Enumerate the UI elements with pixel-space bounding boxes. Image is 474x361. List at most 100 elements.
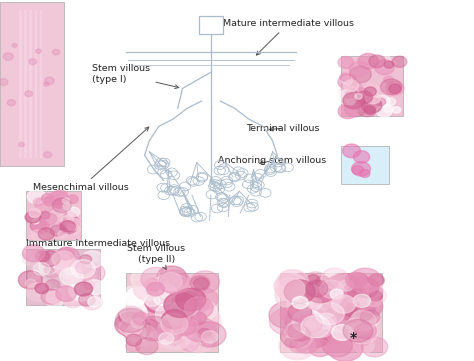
Circle shape	[321, 268, 348, 289]
Circle shape	[128, 322, 150, 338]
Circle shape	[344, 80, 359, 91]
Bar	[26, 249, 100, 305]
Circle shape	[163, 326, 182, 341]
Circle shape	[71, 260, 95, 278]
Circle shape	[179, 301, 198, 316]
Circle shape	[202, 336, 216, 347]
Circle shape	[47, 288, 66, 303]
Circle shape	[337, 316, 357, 331]
Circle shape	[349, 286, 382, 310]
Circle shape	[355, 323, 376, 339]
Circle shape	[301, 316, 330, 338]
Circle shape	[198, 329, 211, 339]
Circle shape	[332, 295, 356, 313]
Circle shape	[355, 93, 362, 99]
Circle shape	[64, 212, 76, 222]
Circle shape	[294, 273, 307, 283]
Circle shape	[141, 267, 171, 290]
Circle shape	[360, 169, 370, 177]
Circle shape	[291, 282, 320, 305]
Circle shape	[18, 271, 42, 289]
Circle shape	[281, 325, 310, 348]
Circle shape	[303, 272, 328, 290]
Circle shape	[343, 81, 362, 96]
Circle shape	[346, 90, 359, 100]
Circle shape	[177, 298, 209, 322]
Circle shape	[44, 266, 54, 274]
Circle shape	[299, 314, 322, 333]
Circle shape	[29, 59, 36, 65]
Bar	[29, 10, 32, 158]
Circle shape	[31, 230, 46, 241]
Circle shape	[180, 284, 191, 293]
Circle shape	[386, 98, 396, 105]
Circle shape	[161, 314, 188, 334]
Circle shape	[150, 327, 177, 348]
Circle shape	[181, 338, 199, 352]
Bar	[280, 273, 382, 352]
Circle shape	[345, 287, 367, 303]
Circle shape	[33, 262, 50, 275]
Circle shape	[376, 98, 386, 106]
Circle shape	[159, 270, 190, 294]
Circle shape	[171, 291, 202, 315]
Circle shape	[46, 291, 63, 304]
Circle shape	[62, 217, 81, 231]
Circle shape	[22, 251, 41, 265]
Circle shape	[346, 293, 382, 320]
Circle shape	[32, 219, 39, 224]
Circle shape	[88, 297, 101, 307]
Circle shape	[141, 319, 157, 331]
Circle shape	[65, 268, 74, 275]
Circle shape	[56, 286, 76, 301]
Circle shape	[32, 279, 51, 293]
Circle shape	[182, 301, 201, 315]
Circle shape	[280, 307, 299, 322]
Circle shape	[277, 270, 308, 293]
Circle shape	[298, 283, 311, 293]
Circle shape	[330, 289, 343, 299]
Circle shape	[285, 339, 297, 348]
Circle shape	[382, 82, 400, 96]
Circle shape	[191, 271, 219, 293]
Circle shape	[365, 84, 379, 94]
Circle shape	[45, 77, 55, 84]
Circle shape	[356, 91, 373, 103]
Circle shape	[201, 331, 218, 343]
Circle shape	[66, 213, 73, 219]
Circle shape	[115, 308, 147, 332]
Circle shape	[118, 306, 144, 326]
Circle shape	[177, 334, 201, 352]
Circle shape	[306, 280, 328, 297]
Circle shape	[26, 279, 36, 287]
Circle shape	[307, 298, 322, 309]
Circle shape	[186, 332, 201, 344]
Circle shape	[121, 311, 144, 328]
Circle shape	[159, 285, 177, 299]
Bar	[341, 146, 389, 184]
Circle shape	[343, 144, 361, 158]
Circle shape	[184, 317, 216, 342]
Circle shape	[56, 247, 79, 265]
Circle shape	[42, 194, 54, 203]
Circle shape	[128, 324, 151, 342]
Circle shape	[327, 275, 352, 293]
Circle shape	[346, 272, 366, 288]
Circle shape	[80, 255, 91, 264]
Circle shape	[56, 258, 82, 278]
Circle shape	[44, 152, 52, 158]
Circle shape	[349, 268, 382, 293]
Bar	[28, 251, 97, 303]
Circle shape	[340, 73, 350, 81]
Circle shape	[350, 66, 371, 83]
Circle shape	[3, 53, 13, 60]
Circle shape	[38, 228, 54, 240]
Circle shape	[65, 218, 81, 230]
Circle shape	[296, 296, 314, 310]
Circle shape	[58, 230, 67, 238]
Circle shape	[45, 267, 59, 278]
Circle shape	[348, 322, 378, 344]
Circle shape	[154, 292, 172, 305]
Circle shape	[316, 276, 330, 287]
Circle shape	[183, 319, 198, 330]
